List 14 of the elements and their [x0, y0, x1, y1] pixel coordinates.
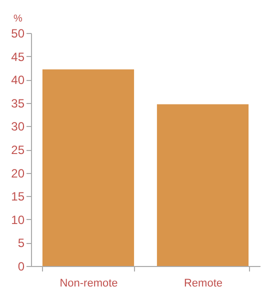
x-tick-label: Remote: [184, 278, 223, 290]
y-tick-label: 0: [18, 260, 25, 274]
y-tick-label: 15: [11, 190, 25, 204]
y-tick-label: 20: [11, 166, 25, 180]
y-tick-label: 40: [11, 73, 25, 88]
y-tick-label: 5: [18, 236, 25, 250]
y-tick-label: 45: [11, 50, 25, 64]
y-tick-label: 50: [11, 26, 25, 40]
y-axis-title: %: [14, 14, 22, 24]
y-tick-label: 25: [11, 143, 25, 157]
y-tick-label: 35: [11, 96, 25, 110]
x-tick-label: Non-remote: [60, 278, 118, 290]
y-tick-label: 30: [11, 120, 25, 134]
y-tick-label: 10: [11, 212, 25, 227]
